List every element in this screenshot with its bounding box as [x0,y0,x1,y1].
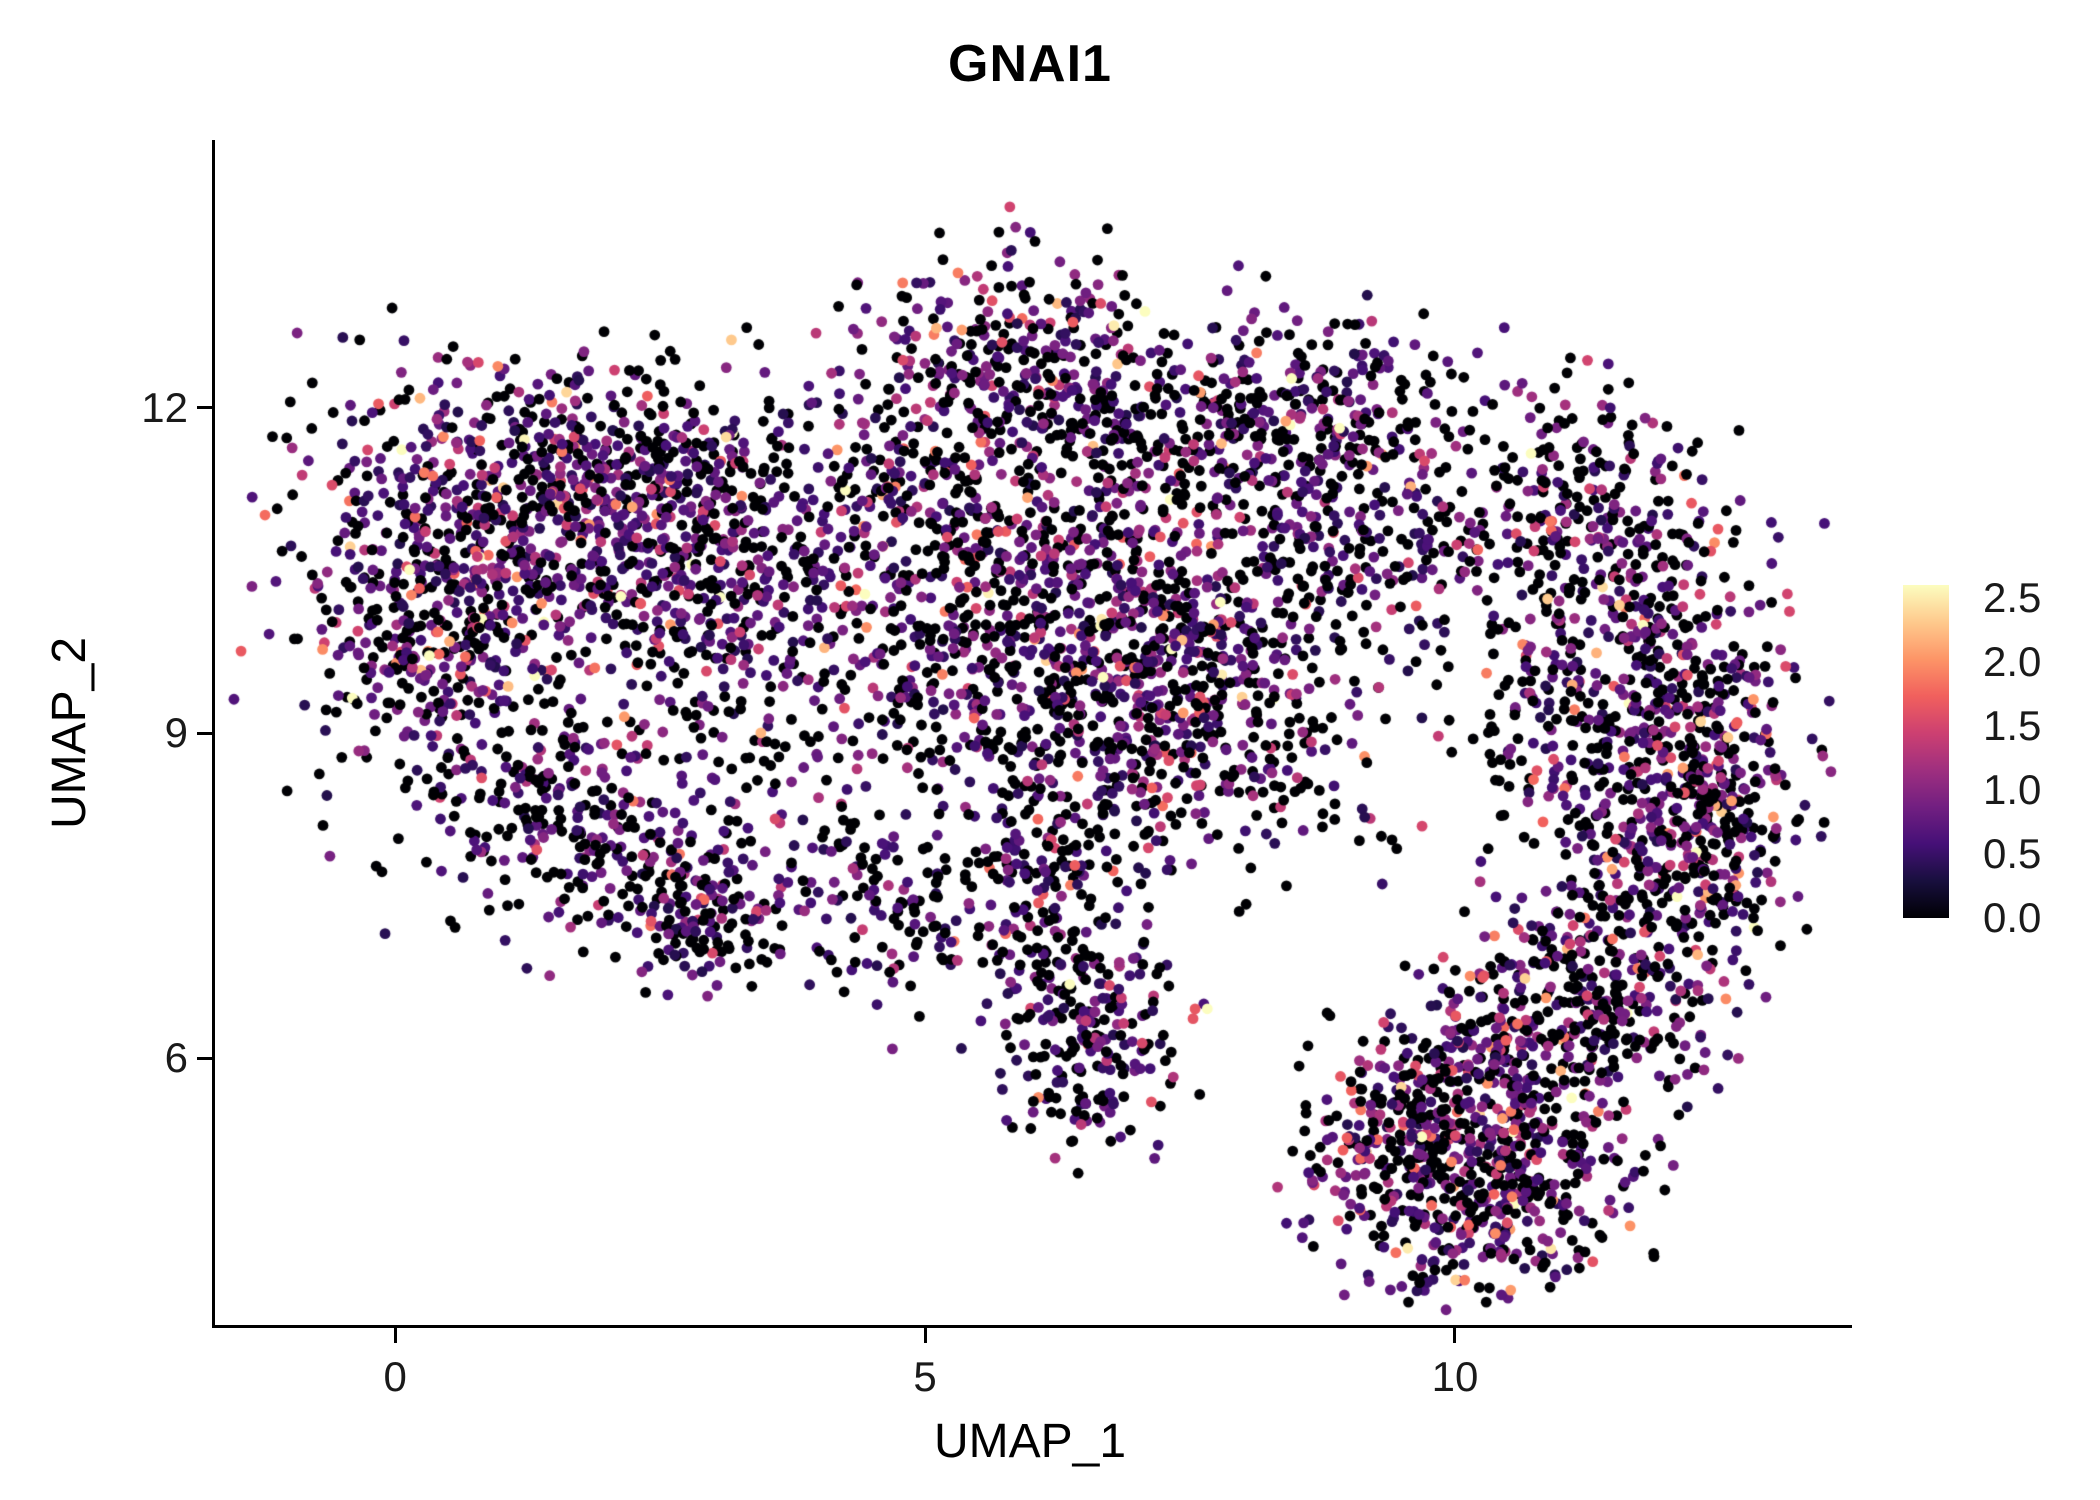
y-tick-mark [197,731,212,735]
x-axis-line [212,1325,1852,1328]
x-tick-label: 5 [913,1353,937,1400]
colorbar-tick-label: 1.0 [1983,765,2042,813]
y-tick-label: 12 [141,383,188,431]
x-tick-label: 0 [383,1353,407,1400]
y-tick-mark [197,406,212,410]
colorbar-tick-label: 1.5 [1983,701,2042,749]
x-tick-mark [923,1328,927,1343]
x-tick-mark [1453,1328,1457,1343]
colorbar-tick-label: 2.5 [1983,573,2042,621]
colorbar-tick-label: 0.0 [1983,894,2042,941]
plot-title: GNAI1 [948,35,1112,93]
y-axis-line [212,140,215,1328]
y-tick-label: 6 [164,1034,188,1082]
colorbar-tick-label: 2.0 [1983,637,2042,685]
x-axis-title: UMAP_1 [933,1415,1127,1468]
y-axis-title: UMAP_2 [43,636,96,830]
x-tick-mark [393,1328,397,1343]
colorbar-tick-label: 0.5 [1983,829,2042,877]
y-tick-mark [197,1056,212,1060]
x-tick-label: 10 [1431,1353,1479,1400]
colorbar-gradient [1903,585,1949,918]
y-tick-label: 9 [164,709,188,757]
